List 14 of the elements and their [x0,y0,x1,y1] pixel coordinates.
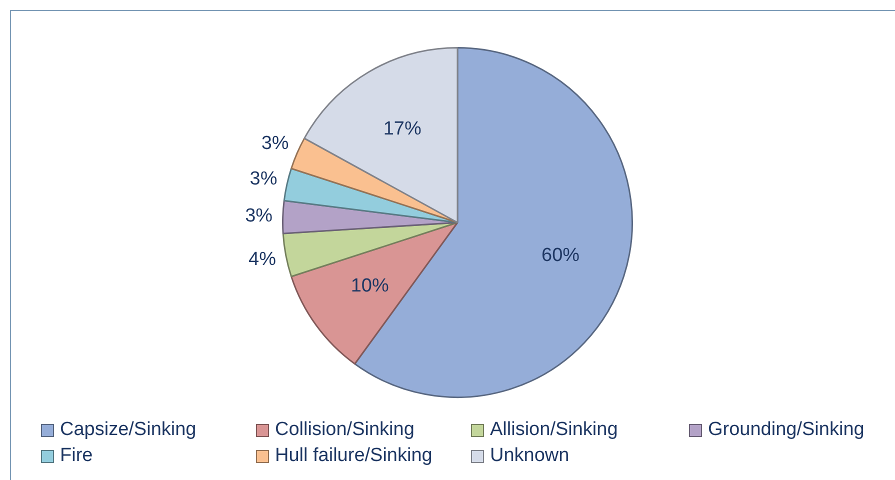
data-label: 3% [250,168,278,190]
legend-label: Capsize/Sinking [60,419,196,441]
legend-label: Unknown [490,445,570,467]
legend-label: Grounding/Sinking [708,419,864,441]
data-label: 10% [350,275,389,296]
legend-label: Allision/Sinking [490,419,618,441]
data-label: 4% [248,248,276,270]
legend-label: Fire [60,445,93,467]
data-label: 3% [245,205,273,226]
legend-label: Hull failure/Sinking [275,445,432,467]
data-label: 17% [383,118,422,140]
legend-label: Collision/Sinking [275,419,414,441]
data-label: 60% [542,245,580,266]
data-label: 3% [261,132,289,154]
